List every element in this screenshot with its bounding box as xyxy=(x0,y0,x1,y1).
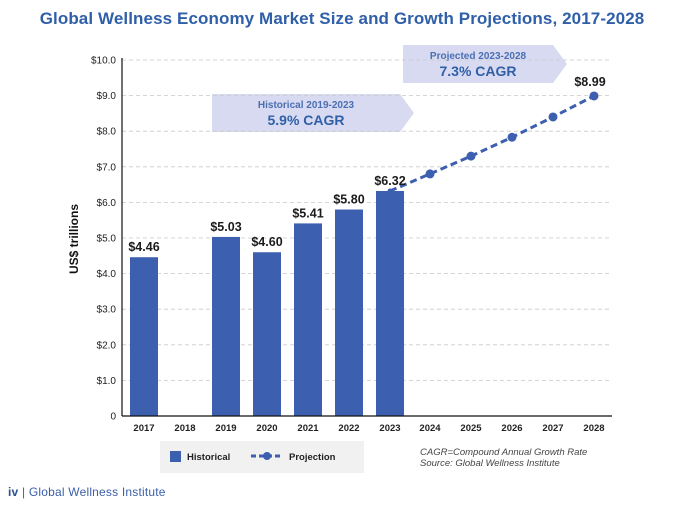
note-cagr: CAGR=Compound Annual Growth Rate xyxy=(420,447,587,458)
legend-label-historical: Historical xyxy=(187,452,230,463)
legend-label-projection: Projection xyxy=(289,452,336,463)
x-tick-label: 2021 xyxy=(297,423,319,434)
gwi-logo: iv xyxy=(8,485,19,499)
footer-org: Global Wellness Institute xyxy=(28,485,166,499)
x-tick-label: 2023 xyxy=(379,423,400,434)
data-label-2017: $4.46 xyxy=(128,240,159,254)
y-axis-title: US$ trillions xyxy=(67,204,81,274)
y-tick-label: $7.0 xyxy=(97,162,117,173)
y-tick-label: 0 xyxy=(110,412,116,423)
projected-cagr-line1: Projected 2023-2028 xyxy=(430,51,527,62)
x-tick-label: 2027 xyxy=(542,423,563,434)
y-tick-label: $9.0 xyxy=(97,91,117,102)
x-axis-ticks: 2017 2018 2019 2020 2021 2022 2023 2024 2025 2026… xyxy=(133,423,604,434)
chart-title: Global Wellness Economy Market Size and … xyxy=(39,9,645,28)
historical-cagr-line1: Historical 2019-2023 xyxy=(258,100,355,111)
projection-point-2026 xyxy=(507,132,517,142)
footer-separator: | xyxy=(21,485,26,499)
y-axis-ticks: 0 $1.0 $2.0 $3.0 $4.0 $5.0 $6.0 $7.0 $8.0 $9.0 $10… xyxy=(91,56,116,423)
axes xyxy=(121,58,612,417)
y-tick-label: $6.0 xyxy=(97,198,117,209)
x-tick-label: 2018 xyxy=(174,423,195,434)
projection-line xyxy=(387,91,599,194)
bars xyxy=(130,191,404,416)
x-tick-label: 2022 xyxy=(338,423,359,434)
data-label-2023: $6.32 xyxy=(374,174,405,188)
projection-dashed-line xyxy=(389,94,595,193)
gridlines xyxy=(122,59,612,381)
data-label-2022: $5.80 xyxy=(333,193,364,207)
projection-point-2023 xyxy=(387,188,393,194)
footer: iv | Global Wellness Institute xyxy=(8,485,166,499)
projected-cagr-banner xyxy=(403,45,567,83)
y-tick-label: $2.0 xyxy=(97,340,117,351)
y-tick-label: $3.0 xyxy=(97,305,117,316)
bar-2021 xyxy=(294,223,322,416)
x-tick-label: 2028 xyxy=(583,423,604,434)
x-tick-label: 2019 xyxy=(215,423,236,434)
y-tick-label: $8.0 xyxy=(97,127,117,138)
historical-cagr-line2: 5.9% CAGR xyxy=(267,112,344,128)
y-tick-label: $1.0 xyxy=(97,376,117,387)
bar-2017 xyxy=(130,257,158,416)
bar-2022 xyxy=(335,209,363,416)
projection-point-2028 xyxy=(589,91,599,101)
x-tick-label: 2017 xyxy=(133,423,154,434)
projection-point-2027 xyxy=(548,112,558,122)
data-label-2020: $4.60 xyxy=(251,235,282,249)
x-tick-label: 2026 xyxy=(501,423,522,434)
projected-cagr-line2: 7.3% CAGR xyxy=(439,63,516,79)
x-tick-label: 2024 xyxy=(419,423,441,434)
bar-2019 xyxy=(212,236,240,416)
data-label-2019: $5.03 xyxy=(210,220,241,234)
data-labels: $4.46 $5.03 $4.60 $5.41 $5.80 $6.32 $8.99 xyxy=(128,75,605,254)
legend-swatch-historical xyxy=(170,451,181,462)
projection-point-2025 xyxy=(466,151,476,161)
bar-2020 xyxy=(253,252,281,416)
x-tick-label: 2020 xyxy=(256,423,277,434)
x-tick-label: 2025 xyxy=(460,423,482,434)
bar-2023 xyxy=(376,191,404,416)
legend: Historical Projection xyxy=(160,441,364,473)
data-label-2021: $5.41 xyxy=(292,206,323,220)
y-tick-label: $10.0 xyxy=(91,56,116,67)
y-tick-label: $4.0 xyxy=(97,269,117,280)
y-tick-label: $5.0 xyxy=(97,234,117,245)
legend-swatch-projection-dot xyxy=(263,452,271,460)
note-source: Source: Global Wellness Institute xyxy=(420,458,560,469)
data-label-2028: $8.99 xyxy=(574,75,605,89)
notes: CAGR=Compound Annual Growth RateSource: … xyxy=(420,447,587,469)
historical-cagr-banner xyxy=(212,94,414,132)
projection-point-2024 xyxy=(425,169,435,179)
